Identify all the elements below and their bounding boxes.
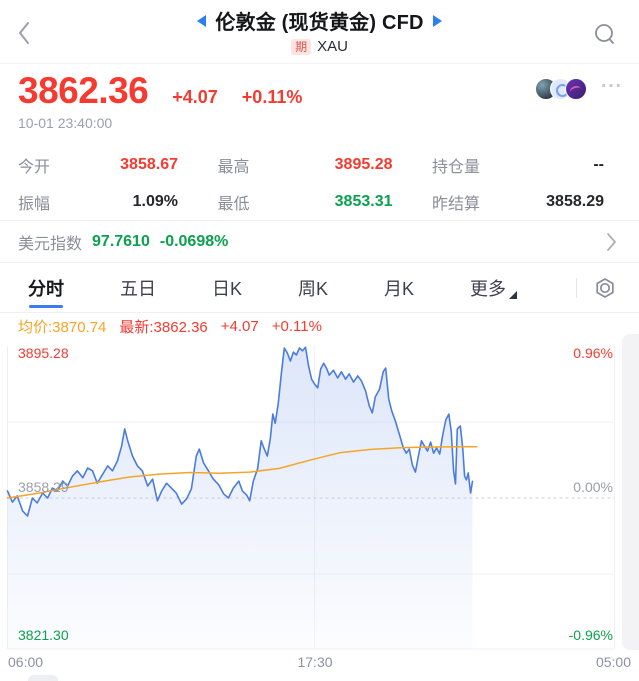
stat-low: 最低 3853.31 <box>217 192 393 213</box>
stat-open: 今开 3858.67 <box>18 155 178 176</box>
next-instrument-icon[interactable] <box>432 14 442 27</box>
price-change: +4.07 <box>172 87 218 107</box>
search-icon[interactable] <box>593 22 617 46</box>
time-label-open: 06:00 <box>8 654 44 670</box>
quote-panel: 3862.36 +4.07 +0.11% 10-01 23:40:00 ··· <box>0 64 639 140</box>
tab-daily-k[interactable]: 日K <box>212 278 243 299</box>
legend-average: 均价:3870.74 <box>18 318 107 336</box>
more-menu-icon[interactable]: ··· <box>601 76 623 97</box>
avatar[interactable] <box>565 78 587 100</box>
axis-prevclose-price: 3858.29 <box>18 479 69 495</box>
minute-chart-svg[interactable] <box>0 339 639 651</box>
legend-change-pct: +0.11% <box>271 317 322 335</box>
divider <box>576 277 577 298</box>
stat-prev-settle: 昨结算 3858.29 <box>432 192 604 213</box>
time-label-mid: 17:30 <box>297 654 333 670</box>
chart-period-tabs: 分时 五日 日K 周K 月K 更多 <box>0 263 639 313</box>
stat-high: 最高 3895.28 <box>217 155 393 176</box>
legend-last: 最新:3862.36 <box>119 318 208 336</box>
chart-settings-icon[interactable] <box>593 276 617 300</box>
usd-index-row[interactable]: 美元指数 97.7610 -0.0698% <box>0 220 639 263</box>
usd-index-value: 97.7610 <box>92 232 150 250</box>
bottom-sheet-handle <box>28 675 58 681</box>
axis-high-price: 3895.28 <box>18 345 69 361</box>
last-price: 3862.36 <box>18 70 149 111</box>
tab-minute[interactable]: 分时 <box>28 263 64 313</box>
price-change-pct: +0.11% <box>241 87 303 107</box>
tab-5day[interactable]: 五日 <box>120 278 156 299</box>
futures-badge: 期 <box>291 38 312 55</box>
axis-high-pct: 0.96% <box>573 345 613 361</box>
title-block: 伦敦金 (现货黄金) CFD 期 XAU <box>0 6 639 55</box>
minute-chart[interactable]: 3895.28 0.96% 3858.29 0.00% 3821.30 -0.9… <box>0 334 639 651</box>
stat-amplitude: 振幅 1.09% <box>18 192 178 213</box>
avatar-group[interactable] <box>535 78 587 100</box>
chart-legend: 均价:3870.74 最新:3862.36 +4.07 +0.11% <box>0 313 639 339</box>
tab-monthly-k[interactable]: 月K <box>384 278 415 299</box>
tab-weekly-k[interactable]: 周K <box>298 278 329 299</box>
back-icon[interactable] <box>16 20 32 46</box>
axis-low-pct: -0.96% <box>568 627 613 643</box>
time-label-close: 05:00 <box>595 654 631 670</box>
legend-change: +4.07 <box>220 317 259 335</box>
prev-instrument-icon[interactable] <box>197 14 207 27</box>
header: 伦敦金 (现货黄金) CFD 期 XAU <box>0 0 639 64</box>
tab-more[interactable]: 更多 <box>470 263 518 313</box>
chart-right-gutter <box>622 334 639 650</box>
stats-grid: 今开 3858.67 最高 3895.28 持仓量 -- 振幅 1.09% 最低… <box>0 140 639 220</box>
quote-timestamp: 10-01 23:40:00 <box>18 115 113 131</box>
axis-low-price: 3821.30 <box>18 627 69 643</box>
usd-index-label: 美元指数 <box>18 235 83 253</box>
page-title: 伦敦金 (现货黄金) CFD <box>215 12 424 34</box>
axis-zero-pct: 0.00% <box>573 479 613 495</box>
caret-down-icon <box>509 290 518 299</box>
symbol-code: XAU <box>317 38 348 55</box>
chevron-right-icon <box>607 232 616 251</box>
stat-open-interest: 持仓量 -- <box>432 155 604 176</box>
usd-index-change: -0.0698% <box>159 232 229 250</box>
time-axis: 06:00 17:30 05:00 <box>0 651 639 675</box>
